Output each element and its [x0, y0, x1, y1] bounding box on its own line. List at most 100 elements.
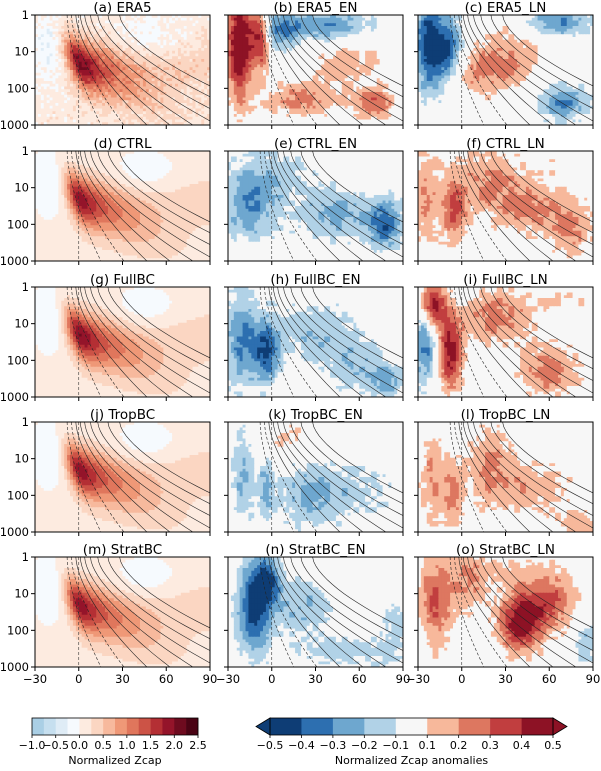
colorbar-tick-label: 1.5: [142, 739, 160, 752]
panel-14: (o) StratBC_LN −30 0 30 60 90: [406, 542, 601, 686]
panel-title: (j) TropBC: [90, 407, 155, 423]
y-tick-label: 100: [7, 81, 29, 95]
panel-title: (f) CTRL_LN: [466, 136, 545, 152]
field-cells: [35, 422, 210, 532]
y-tick-label: 1000: [0, 660, 29, 674]
panel-title: (k) TropBC_EN: [268, 407, 363, 423]
colorbar-swatch: [521, 718, 554, 735]
panel-7: (h) FullBC_EN: [224, 272, 404, 401]
field-cells: [418, 287, 593, 397]
panel-5: (f) CTRL_LN: [414, 136, 594, 265]
colorbar-frame: [269, 717, 554, 736]
panel-title: (g) FullBC: [90, 272, 155, 288]
colorbar-swatch: [332, 718, 365, 735]
panel-0: (a) ERA5 1 10 100 1000: [0, 0, 211, 132]
colorbar-swatch: [55, 718, 68, 735]
colorbar-swatch: [162, 718, 175, 735]
panel-11: (l) TropBC_LN: [414, 407, 594, 536]
colorbar-swatch: [270, 718, 302, 735]
colorbar-swatch: [395, 718, 428, 735]
contour-lines: [449, 557, 593, 667]
colorbar-tick-label: 2.0: [166, 739, 184, 752]
x-tick-label: 30: [115, 672, 130, 686]
colorbar-label: Normalized Zcap anomalies: [335, 754, 488, 767]
x-tick-label: 60: [352, 672, 367, 686]
panel-3: (d) CTRL 1 10 100 1000: [0, 136, 211, 268]
y-tick-label: 1: [22, 144, 29, 158]
x-tick-label: −30: [216, 672, 240, 686]
panel-title: (e) CTRL_EN: [274, 136, 357, 152]
colorbar-tick-label: −0.4: [288, 739, 315, 752]
x-tick-label: 90: [586, 672, 601, 686]
contour-lines: [449, 15, 593, 125]
field-cells: [35, 15, 210, 125]
field-cells: [228, 557, 403, 667]
field-cells: [35, 151, 210, 261]
colorbar-tick-label: −1.0: [19, 739, 46, 752]
colorbar-swatch: [126, 718, 140, 735]
y-tick-label: 1: [22, 550, 29, 564]
colorbar-tick-label: 0.2: [450, 739, 468, 752]
colorbar-tick-label: 1.0: [118, 739, 136, 752]
x-tick-label: −30: [23, 672, 47, 686]
colorbar-tick-label: 0.0: [71, 739, 89, 752]
colorbar-swatch: [32, 718, 45, 735]
contour-lines: [449, 287, 593, 397]
panel-title: (c) ERA5_LN: [465, 0, 547, 16]
x-tick-label: 60: [542, 672, 557, 686]
colorbar-label: Normalized Zcap: [68, 754, 161, 767]
panel-title: (i) FullBC_LN: [463, 272, 547, 288]
colorbar-swatch: [91, 718, 104, 735]
colorbar-swatch: [490, 718, 522, 735]
y-tick-label: 1000: [0, 390, 29, 404]
contour-lines: [66, 557, 210, 667]
contour-lines: [66, 422, 210, 532]
colorbar-swatch: [427, 718, 459, 735]
contour-lines: [449, 422, 593, 532]
colorbar-swatch: [364, 718, 397, 735]
colorbar-1: −0.5 −0.4 −0.3 −0.2 −0.1 0.1 0.2 0.3 0.4 0.5 Norma…: [255, 717, 568, 767]
x-tick-label: 30: [498, 672, 513, 686]
field-cells: [228, 422, 403, 532]
y-tick-label: 100: [7, 488, 29, 502]
y-tick-label: 1000: [0, 525, 29, 539]
panel-title: (h) FullBC_EN: [270, 272, 360, 288]
panel-title: (d) CTRL: [94, 136, 152, 152]
contour-lines: [66, 151, 210, 261]
colorbar-tick-label: −0.2: [351, 739, 378, 752]
y-tick-label: 100: [7, 353, 29, 367]
panel-13: (n) StratBC_EN −30 0 30 60 90: [216, 542, 410, 686]
colorbar-swatch: [79, 718, 92, 735]
y-tick-label: 1: [22, 8, 29, 22]
y-tick-label: 10: [14, 45, 29, 59]
field-cells: [418, 15, 593, 125]
contour-lines: [259, 557, 403, 667]
y-tick-label: 10: [14, 181, 29, 195]
contour-lines: [259, 287, 403, 397]
colorbar-swatch: [150, 718, 163, 735]
colorbar-swatch: [115, 718, 128, 735]
field-cells: [228, 151, 403, 261]
contour-lines: [259, 151, 403, 261]
panel-title: (m) StratBC: [83, 542, 162, 558]
field-cells: [418, 422, 593, 532]
panel-12: (m) StratBC −30 0 30 60 90 1 10 100 1000: [0, 542, 217, 686]
panel-8: (i) FullBC_LN: [414, 272, 594, 401]
field-cells: [418, 151, 593, 261]
panel-10: (k) TropBC_EN: [224, 407, 404, 536]
colorbar-tick-label: 0.1: [418, 739, 436, 752]
y-tick-label: 100: [7, 217, 29, 231]
panel-title: (l) TropBC_LN: [461, 407, 551, 423]
panel-1: (b) ERA5_EN: [224, 0, 404, 129]
colorbar-swatch: [43, 718, 57, 735]
colorbar-tick-label: −0.1: [382, 739, 409, 752]
colorbar-swatch: [458, 718, 491, 735]
colorbar-tick-label: −0.3: [320, 739, 347, 752]
y-tick-label: 10: [14, 317, 29, 331]
colorbar-tick-label: 2.5: [189, 739, 207, 752]
colorbar-tick-label: 0.5: [544, 739, 562, 752]
colorbar-swatch: [67, 718, 80, 735]
colorbar-0: −1.0−0.5 0.0 0.5 1.0 1.5 2.0 2.5 Normalized Zca…: [19, 717, 207, 767]
y-tick-label: 10: [14, 452, 29, 466]
colorbar-swatch: [186, 718, 199, 735]
